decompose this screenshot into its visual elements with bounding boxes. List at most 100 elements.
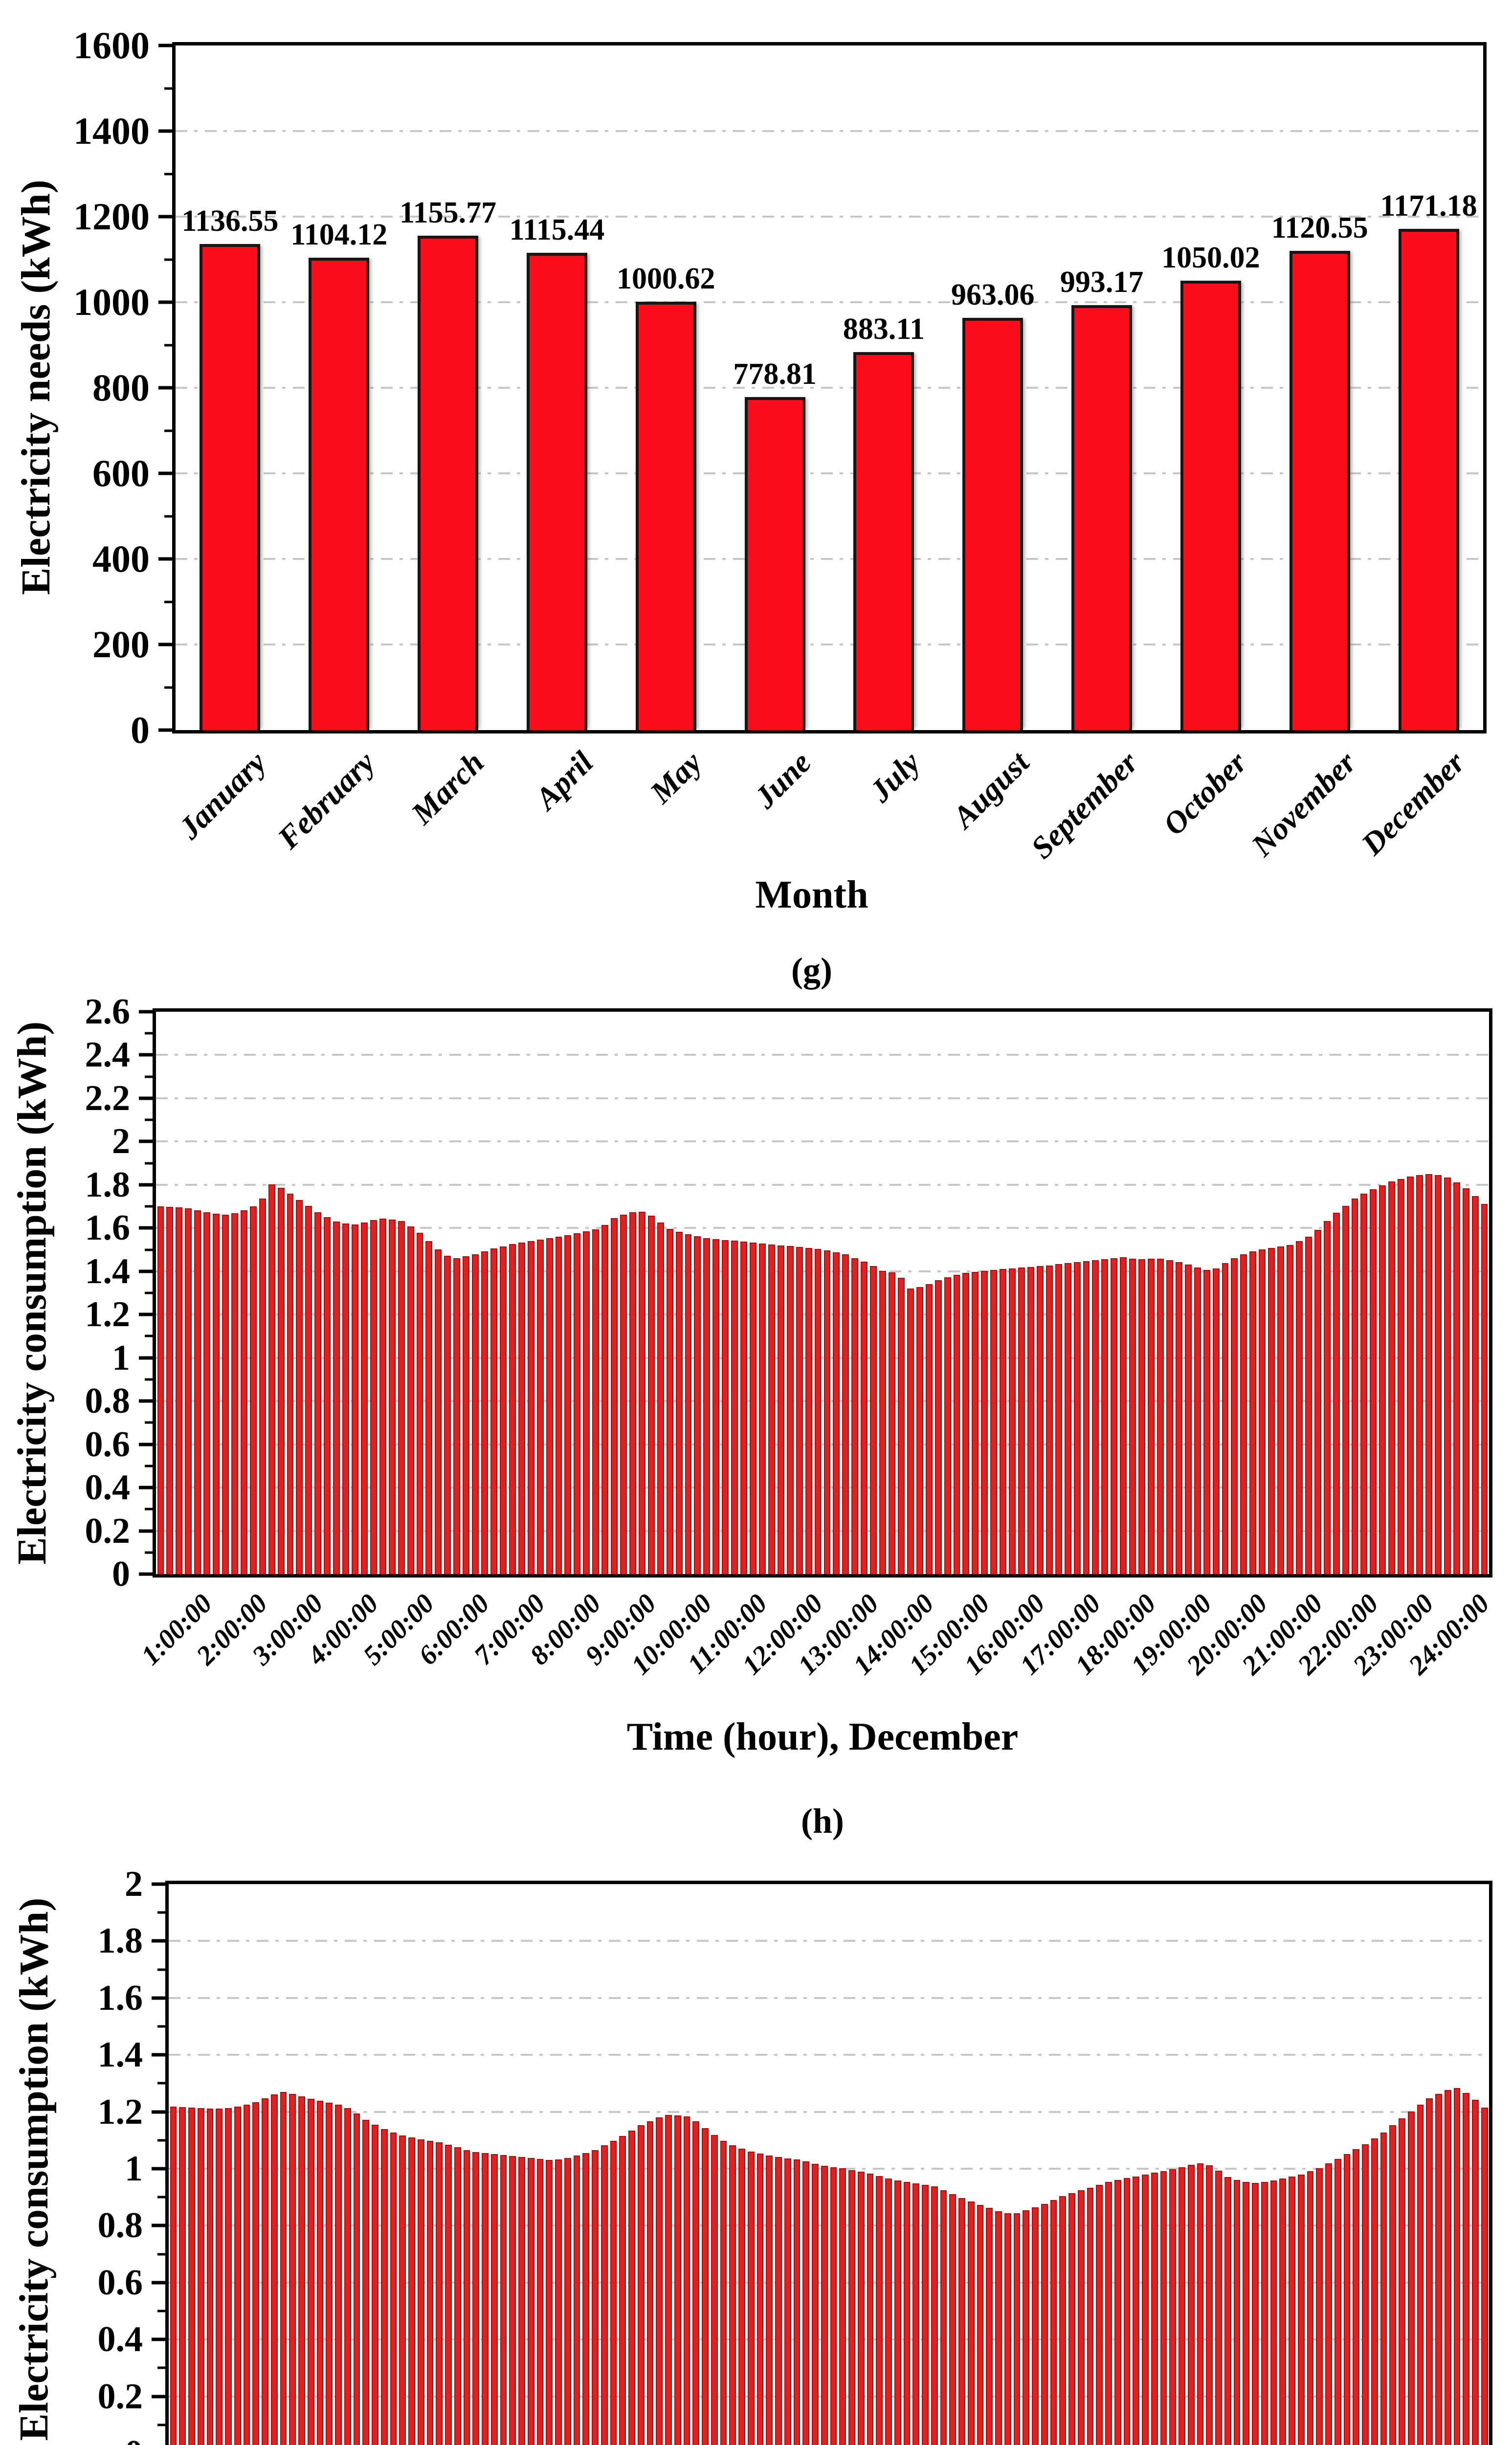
consumption-bar [536, 2158, 544, 2445]
consumption-bar [1314, 1229, 1321, 1574]
consumption-bar [1233, 2179, 1241, 2445]
consumption-bar [1416, 1175, 1423, 1574]
consumption-bar [870, 1266, 877, 1574]
y-tick-label: 0.6 [85, 1424, 131, 1465]
y-minor-tick [157, 1968, 165, 1971]
consumption-bar [225, 2108, 232, 2445]
consumption-bar [335, 2105, 342, 2445]
consumption-bar [482, 2153, 489, 2445]
y-minor-tick [157, 2196, 165, 2199]
y-minor-tick [145, 1291, 153, 1294]
consumption-bar [876, 2176, 883, 2445]
gridline [169, 2168, 1489, 2170]
consumption-bar [953, 1274, 960, 1574]
consumption-bar [445, 2144, 452, 2445]
bar-value-label: 1050.02 [1161, 241, 1260, 275]
bar-value-label: 883.11 [843, 312, 925, 346]
y-major-tick [139, 1443, 153, 1446]
consumption-bar [786, 1246, 794, 1574]
y-tick-label: 800 [92, 366, 150, 409]
consumption-bar [1379, 1185, 1386, 1574]
consumption-bar [1123, 2178, 1131, 2445]
consumption-bar [958, 2198, 965, 2445]
consumption-bar [1212, 1268, 1220, 1574]
y-tick-label: 1.4 [97, 2035, 143, 2075]
consumption-bar [408, 2137, 415, 2445]
gridline [156, 1183, 1489, 1186]
consumption-bar [1027, 1267, 1034, 1574]
consumption-bar [333, 1221, 340, 1574]
y-minor-tick [145, 1334, 153, 1337]
y-major-tick [158, 386, 172, 390]
consumption-bar [1092, 1260, 1099, 1574]
y-major-tick [152, 2167, 165, 2171]
consumption-bar [1222, 1263, 1229, 1574]
consumption-bar [962, 1273, 970, 1574]
consumption-bar [305, 1206, 312, 1574]
consumption-bar [1261, 2181, 1268, 2445]
y-minor-tick [157, 2366, 165, 2369]
consumption-bar [712, 1239, 720, 1574]
consumption-bar [277, 1188, 285, 1574]
consumption-bar [740, 1241, 748, 1574]
consumption-bar [1157, 1259, 1164, 1574]
consumption-bar [1114, 2179, 1121, 2445]
consumption-bar [1018, 1267, 1025, 1574]
gridline [176, 216, 1483, 218]
consumption-bar [1434, 1175, 1442, 1574]
consumption-bar [1036, 1266, 1044, 1574]
consumption-bar [628, 2131, 635, 2445]
consumption-bar [1101, 1259, 1109, 1574]
y-minor-tick [145, 1421, 153, 1424]
consumption-bar [326, 2102, 333, 2445]
consumption-bar [344, 2108, 351, 2445]
y-major-tick [139, 1312, 153, 1316]
y-tick-label: 1.6 [97, 1978, 143, 2018]
consumption-bar [1471, 1196, 1479, 1574]
consumption-bar [750, 1243, 756, 1574]
consumption-bar [1362, 2144, 1369, 2445]
consumption-bar [1380, 2132, 1387, 2445]
consumption-bar [766, 2156, 773, 2445]
consumption-bar [916, 1287, 923, 1574]
consumption-bar [758, 1244, 766, 1574]
consumption-bar [166, 1207, 174, 1574]
consumption-bar [573, 2156, 580, 2445]
consumption-bar [1203, 1270, 1210, 1574]
consumption-bar [601, 1224, 609, 1574]
consumption-bar [1316, 2168, 1323, 2445]
consumption-bar [583, 1231, 590, 1574]
consumption-bar [1133, 2176, 1139, 2445]
consumption-bar [851, 1258, 859, 1574]
consumption-bar [203, 1212, 211, 1574]
consumption-bar [647, 1215, 655, 1574]
y-minor-tick [164, 429, 172, 432]
consumption-bar [657, 1222, 664, 1574]
x-tick-label: September [1024, 745, 1145, 866]
consumption-bar [666, 1229, 673, 1574]
y-tick-label: 1000 [73, 281, 150, 323]
consumption-bar [620, 1214, 627, 1574]
consumption-bar [600, 2145, 608, 2445]
bar-october [1180, 281, 1241, 730]
consumption-bar [231, 1213, 238, 1574]
consumption-bar [314, 1212, 322, 1574]
y-minor-tick [145, 1551, 153, 1554]
consumption-bar [298, 2096, 305, 2445]
plot-area-june [165, 1881, 1492, 2445]
consumption-bar [1270, 2180, 1277, 2445]
consumption-bar [1148, 1258, 1155, 1574]
consumption-bar [867, 2174, 874, 2445]
consumption-bar [1435, 2093, 1442, 2445]
consumption-bar [720, 2140, 727, 2445]
consumption-bar [784, 2158, 791, 2445]
consumption-bar [499, 1246, 507, 1574]
consumption-bar [1142, 2175, 1149, 2445]
y-tick-label: 0.4 [85, 1467, 131, 1508]
y-major-tick [158, 728, 172, 732]
y-minor-tick [157, 2253, 165, 2256]
x-tick-label: May [643, 745, 709, 810]
consumption-bar [912, 2183, 919, 2445]
consumption-bar [490, 1248, 497, 1574]
consumption-bar [931, 2186, 938, 2445]
